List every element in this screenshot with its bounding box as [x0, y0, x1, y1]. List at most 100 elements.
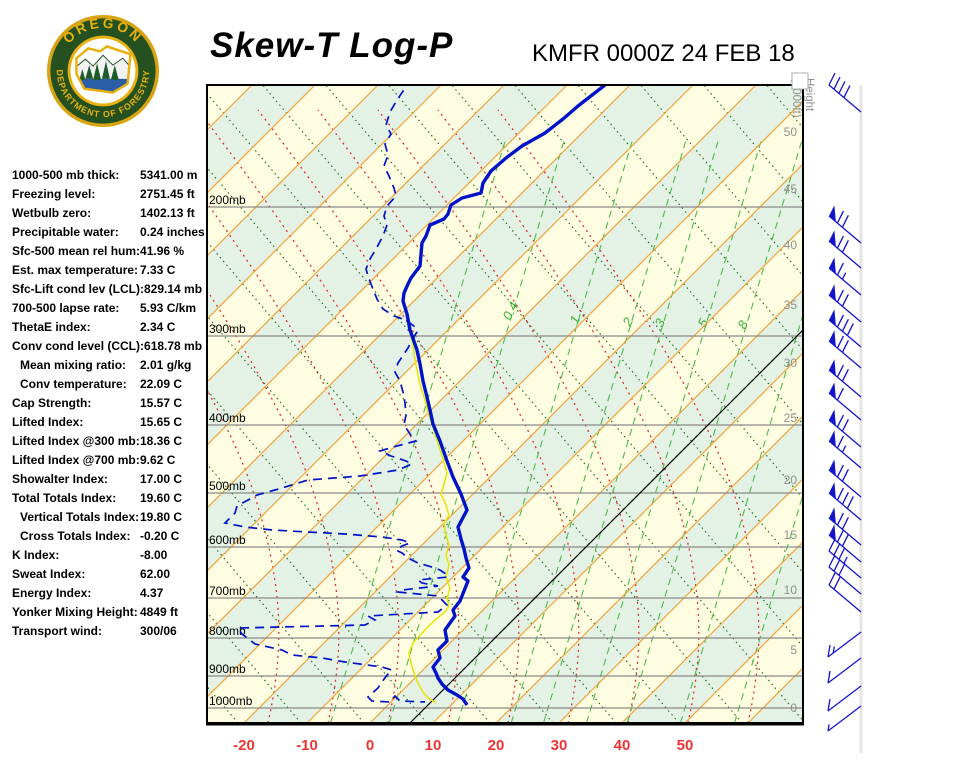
stat-row: Sfc-500 mean rel hum: 41.96 % [12, 242, 222, 261]
wind-barb [828, 459, 862, 498]
height-tick-label: 0 [790, 701, 797, 715]
stat-row: Sweat Index: 62.00 [12, 565, 222, 584]
stat-row: Freezing level: 2751.45 ft [12, 185, 222, 204]
pressure-label: 400mb [209, 411, 246, 425]
stat-value: 15.57 C [140, 396, 183, 410]
stat-label: Sweat Index: [12, 567, 86, 581]
odf-logo: OREGON DEPARTMENT OF FORESTRY [46, 14, 160, 128]
isotherm-lines [207, 85, 803, 723]
stat-value: 2.34 C [140, 320, 176, 334]
pressure-level-lines [207, 206, 803, 709]
stat-value: 7.33 C [140, 263, 176, 277]
temp-tick-label: 50 [677, 737, 694, 754]
height-tick-label: 25 [784, 411, 798, 425]
stat-value: 19.80 C [140, 510, 183, 524]
wind-barb [828, 430, 862, 469]
wind-barb [828, 554, 862, 595]
mixing-ratio-label: 0.4 [499, 299, 521, 322]
height-tick-label: 20 [784, 473, 798, 487]
stat-row: Cross Totals Index: -0.20 C [12, 527, 222, 546]
stat-row: K Index: -8.00 [12, 546, 222, 565]
stat-label: Cross Totals Index: [20, 529, 131, 543]
wind-barb [828, 230, 862, 269]
temp-tick-label: -20 [233, 737, 255, 754]
stat-value: 41.96 % [140, 244, 185, 258]
stat-row: Energy Index: 4.37 [12, 584, 222, 603]
stat-label: Freezing level: [12, 187, 96, 201]
height-tick-label: 10 [784, 583, 798, 597]
temp-tick-label: 40 [614, 737, 631, 754]
stat-label: Lifted Index @300 mb: [12, 434, 140, 448]
stat-label: Est. max temperature: [12, 263, 139, 277]
pressure-label: 1000mb [209, 694, 253, 708]
wind-barb [828, 72, 862, 113]
temperature-trace [401, 85, 607, 706]
logo-oregon-state-graphic [75, 45, 132, 94]
stat-label: Transport wind: [12, 624, 102, 638]
stat-row: Wetbulb zero: 1402.13 ft [12, 204, 222, 223]
wind-barb [828, 330, 862, 369]
pressure-label: 500mb [209, 479, 246, 493]
stat-value: 19.60 C [140, 491, 183, 505]
stat-value: 618.78 mb [144, 339, 203, 353]
temp-axis-labels: -20 -10 0 10 20 30 40 50 [233, 737, 693, 754]
stat-label: Lifted Index: [12, 415, 84, 429]
stat-row: Mean mixing ratio: 2.01 g/kg [12, 356, 222, 375]
wind-barb [827, 705, 862, 732]
wind-barb [828, 572, 862, 613]
stat-value: 5.93 C/km [140, 301, 197, 315]
stat-label: K Index: [12, 548, 60, 562]
pressure-label: 700mb [209, 584, 246, 598]
moist-adiabat-lines [207, 109, 760, 723]
wind-barb [828, 382, 862, 421]
stat-row: Showalter Index: 17.00 C [12, 470, 222, 489]
wind-barb [828, 284, 862, 323]
wind-barb [828, 409, 862, 448]
stat-row: Precipitable water: 0.24 inches [12, 223, 222, 242]
stat-row: Total Totals Index: 19.60 C [12, 489, 222, 508]
temp-tick-label: 0 [366, 737, 374, 754]
stat-value: 2751.45 ft [140, 187, 195, 201]
stat-row: Transport wind: 300/06 [12, 622, 222, 641]
stat-row: Est. max temperature: 7.33 C [12, 261, 222, 280]
stat-label: Vertical Totals Index: [20, 510, 140, 524]
stat-value: 17.00 C [140, 472, 183, 486]
stat-label: Sfc-500 mean rel hum: [12, 244, 141, 258]
stat-value: 15.65 C [140, 415, 183, 429]
stat-row: Yonker Mixing Height: 4849 ft [12, 603, 222, 622]
stat-value: 1402.13 ft [140, 206, 195, 220]
pressure-level-labels: 200mb 300mb 400mb 500mb 600mb 700mb 800mb 900mb… [209, 193, 253, 708]
stat-label: Conv temperature: [20, 377, 127, 391]
wind-barb [827, 685, 862, 712]
stat-label: Energy Index: [12, 586, 92, 600]
wind-barb [828, 482, 862, 521]
stat-value: 2.01 g/kg [140, 358, 192, 372]
height-tick-label: 35 [784, 298, 798, 312]
stat-label: Mean mixing ratio: [20, 358, 127, 372]
wind-barb [828, 359, 862, 398]
pressure-label: 600mb [209, 533, 246, 547]
stat-value: 9.62 C [140, 453, 176, 467]
stat-value: 4849 ft [140, 605, 179, 619]
pressure-label: 200mb [209, 193, 246, 207]
wind-barb [828, 205, 862, 244]
corner-box [791, 72, 809, 90]
wetbulb-trace [408, 331, 451, 704]
stat-value: 4.37 [140, 586, 164, 600]
height-tick-label: 30 [784, 356, 798, 370]
reference-line [409, 329, 803, 723]
stat-label: Sfc-Lift cond lev (LCL): [12, 282, 144, 296]
temp-tick-label: 10 [425, 737, 442, 754]
background-bands [207, 85, 803, 723]
pressure-label: 300mb [209, 322, 246, 336]
stat-row: Cap Strength: 15.57 C [12, 394, 222, 413]
stat-label: Precipitable water: [12, 225, 119, 239]
wind-barb [827, 631, 862, 658]
stat-label: Yonker Mixing Height: [12, 605, 138, 619]
station-datetime: KMFR 0000Z 24 FEB 18 [532, 40, 795, 67]
stat-value: 5341.00 m [140, 168, 198, 182]
stat-row: Conv cond level (CCL): 618.78 mb [12, 337, 222, 356]
stat-row: Vertical Totals Index: 19.80 C [12, 508, 222, 527]
